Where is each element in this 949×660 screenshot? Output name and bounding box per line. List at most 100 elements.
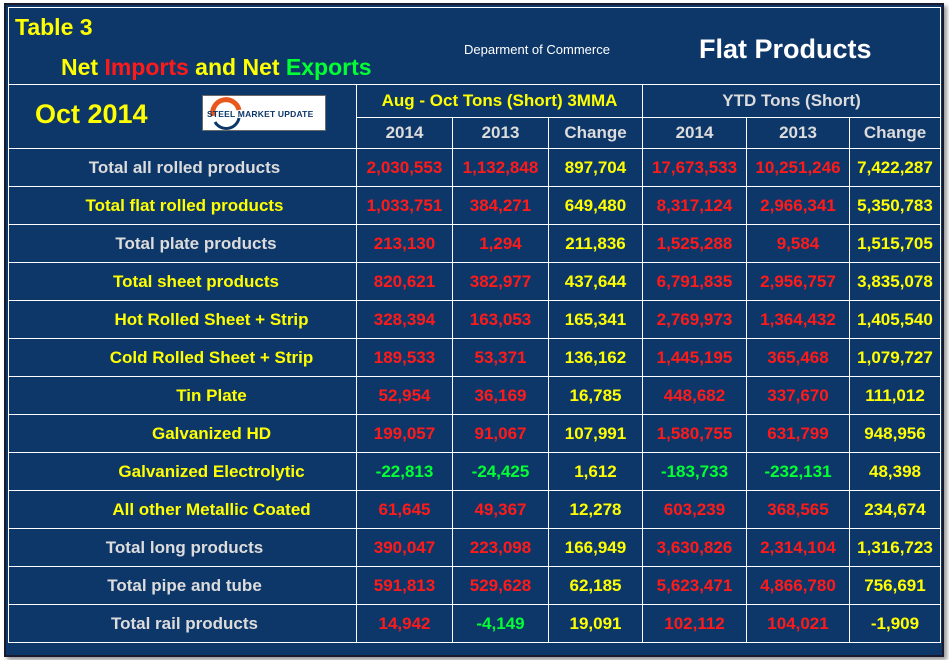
- value-cell: 10,251,246: [746, 148, 850, 187]
- column-header: Change: [548, 117, 643, 149]
- group-header-ytd: YTD Tons (Short): [642, 84, 941, 118]
- value-cell: 8,317,124: [642, 186, 747, 225]
- value-cell: 165,341: [548, 300, 643, 339]
- table-row: Cold Rolled Sheet + Strip 189,533 53,371 13…: [8, 338, 941, 377]
- value-cell: 2,769,973: [642, 300, 747, 339]
- value-cell: 104,021: [746, 604, 850, 643]
- value-cell: 5,623,471: [642, 566, 747, 605]
- value-cell: -1,909: [849, 604, 941, 643]
- value-cell: 1,515,705: [849, 224, 941, 263]
- value-cell: 529,628: [452, 566, 549, 605]
- value-cell: 437,644: [548, 262, 643, 301]
- value-cell: 820,621: [356, 262, 453, 301]
- value-cell: 649,480: [548, 186, 643, 225]
- value-cell: 756,691: [849, 566, 941, 605]
- value-cell: 136,162: [548, 338, 643, 377]
- row-label: Total rail products: [8, 604, 357, 643]
- value-cell: 2,030,553: [356, 148, 453, 187]
- column-header: 2014: [642, 117, 747, 149]
- table-row: Total long products 390,047 223,098 166,949…: [8, 528, 941, 567]
- table-title: Net Imports and Net Exports: [61, 54, 372, 80]
- value-cell: 1,364,432: [746, 300, 850, 339]
- table-row: Galvanized HD 199,057 91,067 107,991 1,580,7…: [8, 414, 941, 453]
- value-cell: 107,991: [548, 414, 643, 453]
- value-cell: 14,942: [356, 604, 453, 643]
- value-cell: 1,132,848: [452, 148, 549, 187]
- value-cell: 897,704: [548, 148, 643, 187]
- value-cell: 2,966,341: [746, 186, 850, 225]
- value-cell: 91,067: [452, 414, 549, 453]
- value-cell: 1,612: [548, 452, 643, 491]
- value-cell: 213,130: [356, 224, 453, 263]
- value-cell: 1,079,727: [849, 338, 941, 377]
- value-cell: 1,405,540: [849, 300, 941, 339]
- table-frame: Table 3 Net Imports and Net Exports Depa…: [4, 3, 944, 657]
- row-label: Total pipe and tube: [8, 566, 357, 605]
- table-row: Hot Rolled Sheet + Strip 328,394 163,053 16…: [8, 300, 941, 339]
- value-cell: 189,533: [356, 338, 453, 377]
- value-cell: 591,813: [356, 566, 453, 605]
- row-label: Total all rolled products: [8, 148, 357, 187]
- steel-market-update-logo: STEEL MARKET UPDATE: [202, 95, 326, 131]
- source-label: Deparment of Commerce: [464, 42, 610, 57]
- row-label: Total sheet products: [8, 262, 357, 301]
- value-cell: -4,149: [452, 604, 549, 643]
- table-row: Total rail products 14,942 -4,149 19,091 102…: [8, 604, 941, 643]
- value-cell: 1,525,288: [642, 224, 747, 263]
- value-cell: 102,112: [642, 604, 747, 643]
- row-label: Total long products: [8, 528, 357, 567]
- table-row: Total flat rolled products 1,033,751 384,2…: [8, 186, 941, 225]
- value-cell: 12,278: [548, 490, 643, 529]
- table-row: Tin Plate 52,954 36,169 16,785 448,682 337,67…: [8, 376, 941, 415]
- value-cell: 19,091: [548, 604, 643, 643]
- value-cell: 603,239: [642, 490, 747, 529]
- value-cell: 163,053: [452, 300, 549, 339]
- value-cell: 111,012: [849, 376, 941, 415]
- value-cell: 1,316,723: [849, 528, 941, 567]
- value-cell: 1,445,195: [642, 338, 747, 377]
- value-cell: 382,977: [452, 262, 549, 301]
- column-header: 2013: [746, 117, 850, 149]
- row-label: Total flat rolled products: [8, 186, 357, 225]
- value-cell: 53,371: [452, 338, 549, 377]
- column-header: 2013: [452, 117, 549, 149]
- value-cell: 211,836: [548, 224, 643, 263]
- imports-exports-table: Table 3 Net Imports and Net Exports Depa…: [8, 7, 941, 643]
- value-cell: 1,033,751: [356, 186, 453, 225]
- value-cell: 2,314,104: [746, 528, 850, 567]
- value-cell: -183,733: [642, 452, 747, 491]
- value-cell: 365,468: [746, 338, 850, 377]
- column-header: 2014: [356, 117, 453, 149]
- title-banner: Table 3 Net Imports and Net Exports Depa…: [8, 7, 941, 85]
- value-cell: 9,584: [746, 224, 850, 263]
- value-cell: 390,047: [356, 528, 453, 567]
- value-cell: 49,367: [452, 490, 549, 529]
- value-cell: 1,580,755: [642, 414, 747, 453]
- value-cell: 2,956,757: [746, 262, 850, 301]
- value-cell: 199,057: [356, 414, 453, 453]
- row-label: Galvanized HD: [8, 414, 357, 453]
- table-row: Total plate products 213,130 1,294 211,836 1…: [8, 224, 941, 263]
- value-cell: -232,131: [746, 452, 850, 491]
- value-cell: 337,670: [746, 376, 850, 415]
- value-cell: 3,630,826: [642, 528, 747, 567]
- value-cell: 7,422,287: [849, 148, 941, 187]
- product-title: Flat Products: [699, 34, 872, 64]
- row-label: All other Metallic Coated: [8, 490, 357, 529]
- group-header-3mma: Aug - Oct Tons (Short) 3MMA: [356, 84, 643, 118]
- table-number: Table 3: [15, 14, 93, 40]
- value-cell: 328,394: [356, 300, 453, 339]
- value-cell: 36,169: [452, 376, 549, 415]
- value-cell: 448,682: [642, 376, 747, 415]
- column-header: Change: [849, 117, 941, 149]
- row-label: Cold Rolled Sheet + Strip: [8, 338, 357, 377]
- value-cell: 52,954: [356, 376, 453, 415]
- table-row: Total sheet products 820,621 382,977 437,64…: [8, 262, 941, 301]
- value-cell: 16,785: [548, 376, 643, 415]
- value-cell: 368,565: [746, 490, 850, 529]
- period-cell: Oct 2014 STEEL MARKET UPDATE: [8, 84, 357, 149]
- table-row: Total all rolled products 2,030,553 1,132,…: [8, 148, 941, 187]
- value-cell: 948,956: [849, 414, 941, 453]
- value-cell: 48,398: [849, 452, 941, 491]
- value-cell: 384,271: [452, 186, 549, 225]
